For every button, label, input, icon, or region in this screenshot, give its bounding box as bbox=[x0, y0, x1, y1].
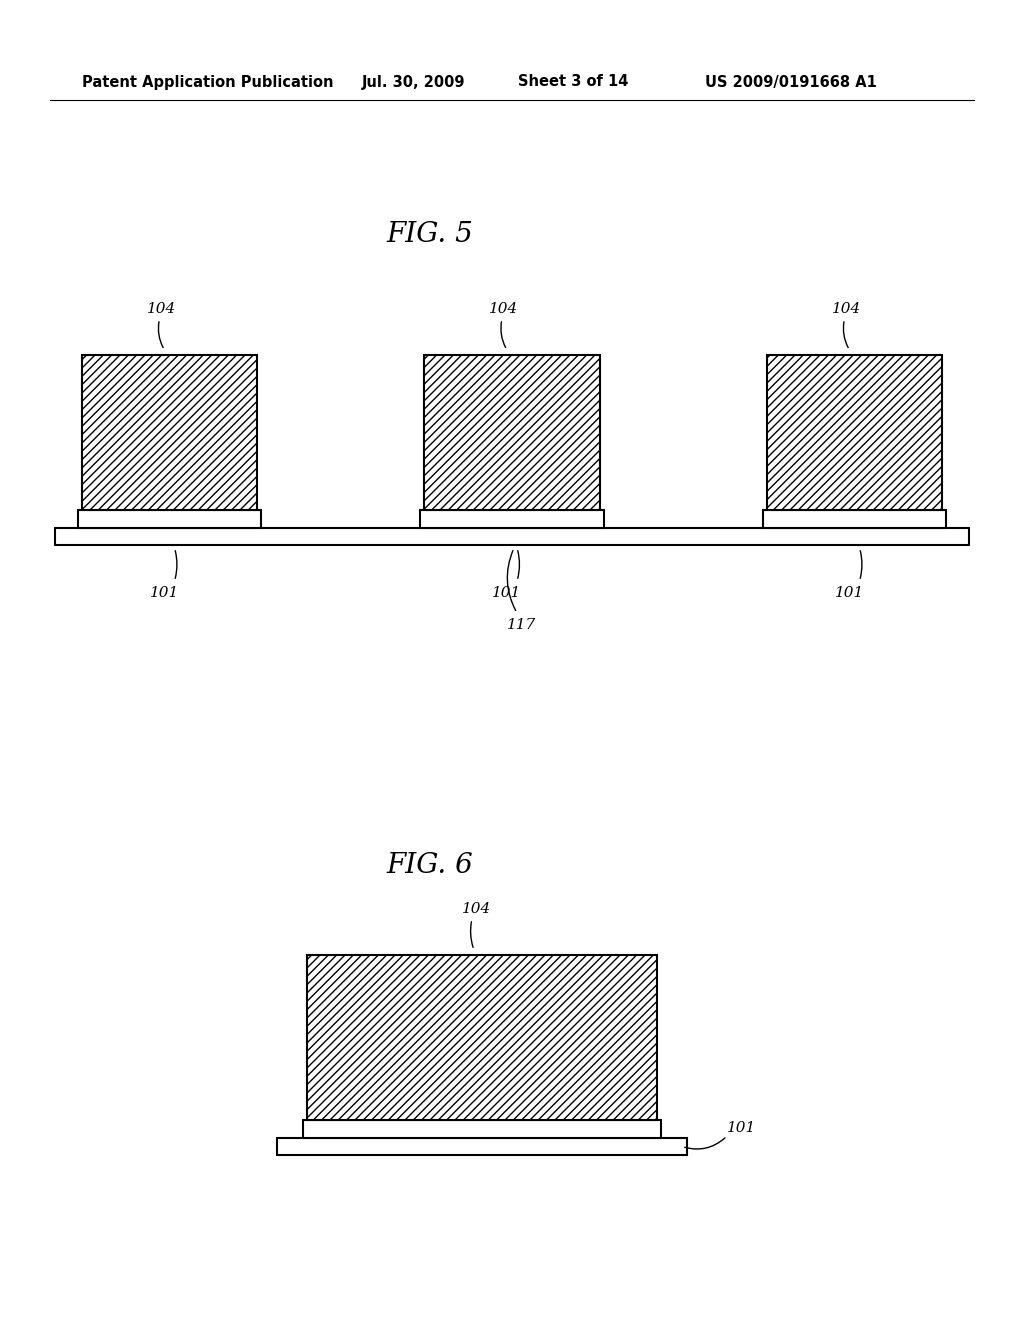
Bar bbox=[421, 510, 603, 528]
Text: Patent Application Publication: Patent Application Publication bbox=[82, 74, 334, 90]
Text: 101: 101 bbox=[835, 586, 864, 601]
Bar bbox=[55, 528, 969, 545]
Bar bbox=[425, 355, 599, 510]
Bar bbox=[307, 954, 657, 1119]
Text: 104: 104 bbox=[831, 302, 861, 315]
Text: 104: 104 bbox=[146, 302, 176, 315]
Text: Jul. 30, 2009: Jul. 30, 2009 bbox=[362, 74, 466, 90]
Text: 117: 117 bbox=[507, 618, 537, 632]
Text: Sheet 3 of 14: Sheet 3 of 14 bbox=[518, 74, 629, 90]
Bar bbox=[303, 1119, 662, 1138]
Text: 104: 104 bbox=[489, 302, 518, 315]
Text: 101: 101 bbox=[493, 586, 521, 601]
Text: 101: 101 bbox=[150, 586, 179, 601]
Text: 104: 104 bbox=[463, 902, 492, 916]
Bar bbox=[767, 355, 942, 510]
Bar bbox=[78, 510, 261, 528]
Text: FIG. 6: FIG. 6 bbox=[387, 851, 473, 879]
Text: 101: 101 bbox=[727, 1121, 757, 1135]
Bar bbox=[278, 1138, 687, 1155]
Bar bbox=[82, 355, 257, 510]
Bar bbox=[763, 510, 946, 528]
Text: FIG. 5: FIG. 5 bbox=[387, 222, 473, 248]
Text: US 2009/0191668 A1: US 2009/0191668 A1 bbox=[705, 74, 877, 90]
